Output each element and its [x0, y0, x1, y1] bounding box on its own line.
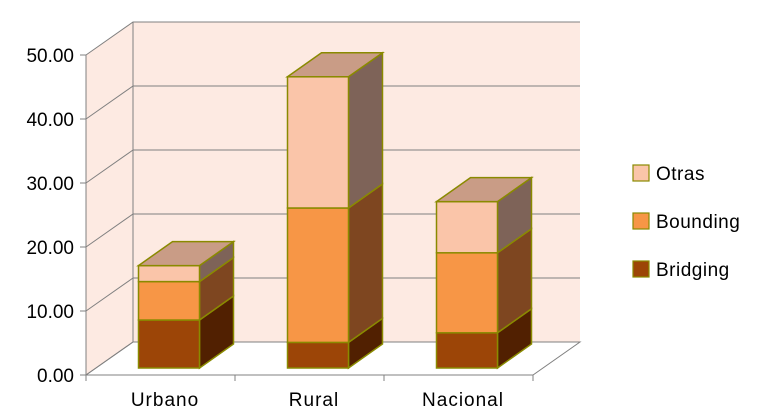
y-tick-label: 50.00 [26, 46, 74, 67]
legend-label-bridging: Bridging [656, 260, 730, 281]
bar-top-otras [136, 240, 236, 267]
legend-label-bounding: Bounding [656, 212, 740, 233]
bar-segment-otras [137, 264, 201, 283]
legend-swatch-bridging [632, 260, 650, 278]
bar-side-otras [347, 51, 384, 210]
y-tick-label: 20.00 [26, 238, 74, 259]
y-tick-label: 0.00 [37, 366, 74, 387]
bar-segment-bridging [137, 319, 201, 369]
bar-top-otras [285, 52, 385, 78]
bar-segment-otras [435, 200, 499, 254]
x-tick-label: Rural [289, 390, 339, 411]
x-tick-label: Urbano [131, 390, 199, 411]
y-tick-label: 40.00 [26, 110, 74, 131]
bar-side-bounding [347, 182, 384, 344]
legend-swatch-otras [632, 164, 650, 182]
y-tick-label: 30.00 [26, 174, 74, 195]
x-tick-label: Nacional [422, 390, 504, 411]
bar-segment-bounding [286, 207, 350, 344]
bar-segment-bounding [137, 280, 201, 321]
bar-segment-bridging [286, 341, 350, 369]
legend-label-otras: Otras [656, 164, 705, 185]
bar-segment-bridging [435, 332, 499, 369]
side-wall [86, 22, 133, 375]
y-tick-label: 10.00 [26, 302, 74, 323]
bar-top-otras [434, 176, 534, 203]
bar-segment-bounding [435, 252, 499, 334]
bar-segment-otras [286, 76, 350, 209]
legend-swatch-bounding [632, 212, 650, 230]
